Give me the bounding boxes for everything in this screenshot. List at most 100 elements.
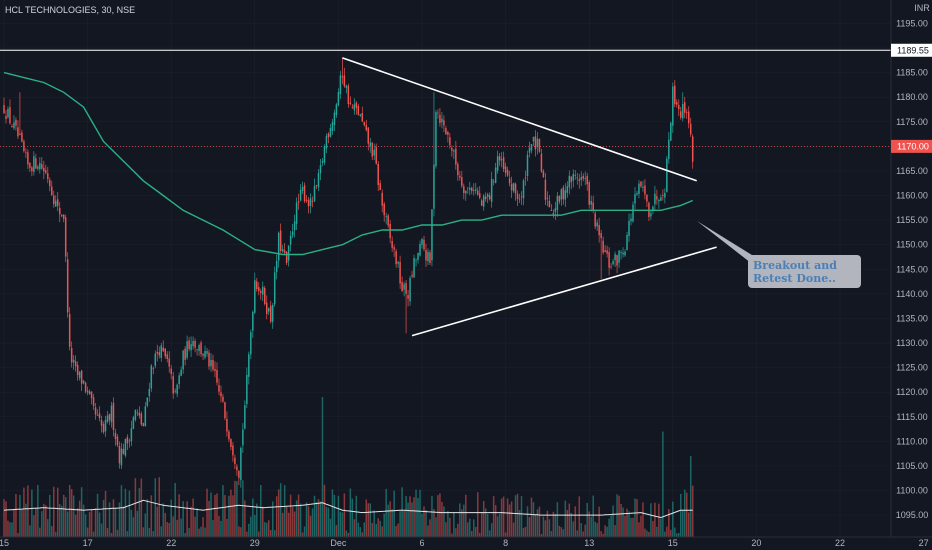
breakout-callout[interactable]: Breakout and Retest Done.. [697, 221, 861, 288]
volume-bar [558, 525, 561, 537]
candle-body [321, 160, 324, 163]
volume-bar [365, 499, 368, 537]
volume-bar [522, 527, 525, 537]
volume-bar [102, 499, 105, 537]
candle-body [592, 202, 594, 211]
symbol-interval: 30 [102, 5, 112, 15]
candle-body [542, 171, 545, 178]
candle-body [650, 213, 652, 217]
volume-bar [361, 532, 364, 537]
candle-body [393, 247, 395, 250]
candle-body [373, 149, 375, 156]
candle-body [196, 349, 198, 350]
candle-body [319, 165, 322, 174]
candle-body [84, 382, 87, 392]
candle-body [323, 146, 326, 163]
price-axis-panel[interactable] [891, 0, 932, 550]
candle-body [367, 127, 370, 144]
candle-body [399, 261, 401, 284]
volume-bar [379, 520, 381, 537]
volume-bar [484, 508, 487, 537]
candle-body [564, 190, 567, 200]
volume-bar [606, 526, 608, 537]
candle-body [616, 255, 618, 266]
candle-body [614, 254, 616, 261]
volume-bar [130, 509, 133, 537]
volume-bar [449, 517, 451, 537]
volume-bar [323, 484, 326, 537]
volume-bar [23, 487, 25, 537]
time-tick-label: 22 [835, 538, 845, 548]
volume-bar [100, 523, 103, 537]
volume-bar [642, 502, 644, 537]
volume-bar [486, 513, 489, 537]
volume-bar [439, 493, 441, 537]
volume-bar [566, 509, 569, 537]
time-axis-panel[interactable] [0, 537, 932, 550]
volume-bar [287, 512, 290, 537]
triangle-lower-trendline[interactable] [411, 246, 717, 337]
candle-body [281, 249, 284, 252]
volume-bar [490, 523, 493, 537]
volume-bar [321, 397, 324, 537]
volume-bar [536, 509, 539, 537]
candle-body [552, 212, 555, 215]
candle-body [140, 413, 143, 425]
volume-bar [405, 496, 407, 537]
volume-bar [78, 500, 81, 537]
candle-body [486, 194, 489, 197]
volume-bar [516, 493, 519, 537]
candle-body [634, 194, 636, 204]
volume-bar [447, 511, 449, 537]
volume-bar [524, 526, 527, 537]
volume-bar [252, 498, 254, 537]
volume-bar [393, 490, 395, 537]
volume-bar [664, 531, 666, 537]
volume-bar [271, 501, 274, 537]
candle-body [668, 139, 670, 159]
volume-bar [504, 532, 507, 537]
candle-body [204, 351, 206, 358]
volume-bar [277, 489, 280, 537]
candle-body [248, 354, 250, 377]
volume-bar [550, 531, 553, 537]
last-price-text: 1170.00 [897, 141, 929, 151]
volume-bar [335, 525, 338, 537]
candle-body [584, 178, 586, 179]
candle-body [62, 214, 65, 219]
candle-body [365, 125, 368, 130]
volume-bar [144, 513, 147, 537]
volume-bar [441, 501, 443, 537]
candle-body [524, 177, 527, 179]
volume-bar [578, 496, 581, 537]
triangle-upper-trendline[interactable] [342, 57, 697, 182]
volume-bar [588, 511, 590, 537]
volume-bar [570, 512, 573, 537]
candle-body [630, 218, 632, 222]
volume-bar [112, 499, 115, 537]
volume-bar [64, 497, 67, 537]
volume-bar [182, 501, 184, 537]
volume-bar [148, 527, 151, 537]
candle-body [327, 133, 330, 138]
volume-bar [508, 504, 511, 537]
volume-bar [622, 507, 624, 537]
volume-bar [106, 527, 109, 537]
volume-bar [443, 506, 445, 537]
candle-body [156, 352, 159, 354]
volume-bar [397, 523, 399, 537]
time-tick-label: 6 [419, 538, 424, 548]
candle-body [544, 179, 547, 200]
volume-bar [80, 487, 83, 537]
volume-bar [538, 506, 541, 537]
candle-body [602, 240, 604, 253]
candle-body [664, 192, 666, 198]
candle-body [445, 128, 447, 135]
candle-body [506, 169, 509, 176]
volume-bar [96, 493, 99, 537]
candle-body [55, 200, 57, 207]
volume-bar [3, 499, 5, 537]
volume-bar [53, 486, 55, 537]
candle-body [210, 359, 212, 367]
